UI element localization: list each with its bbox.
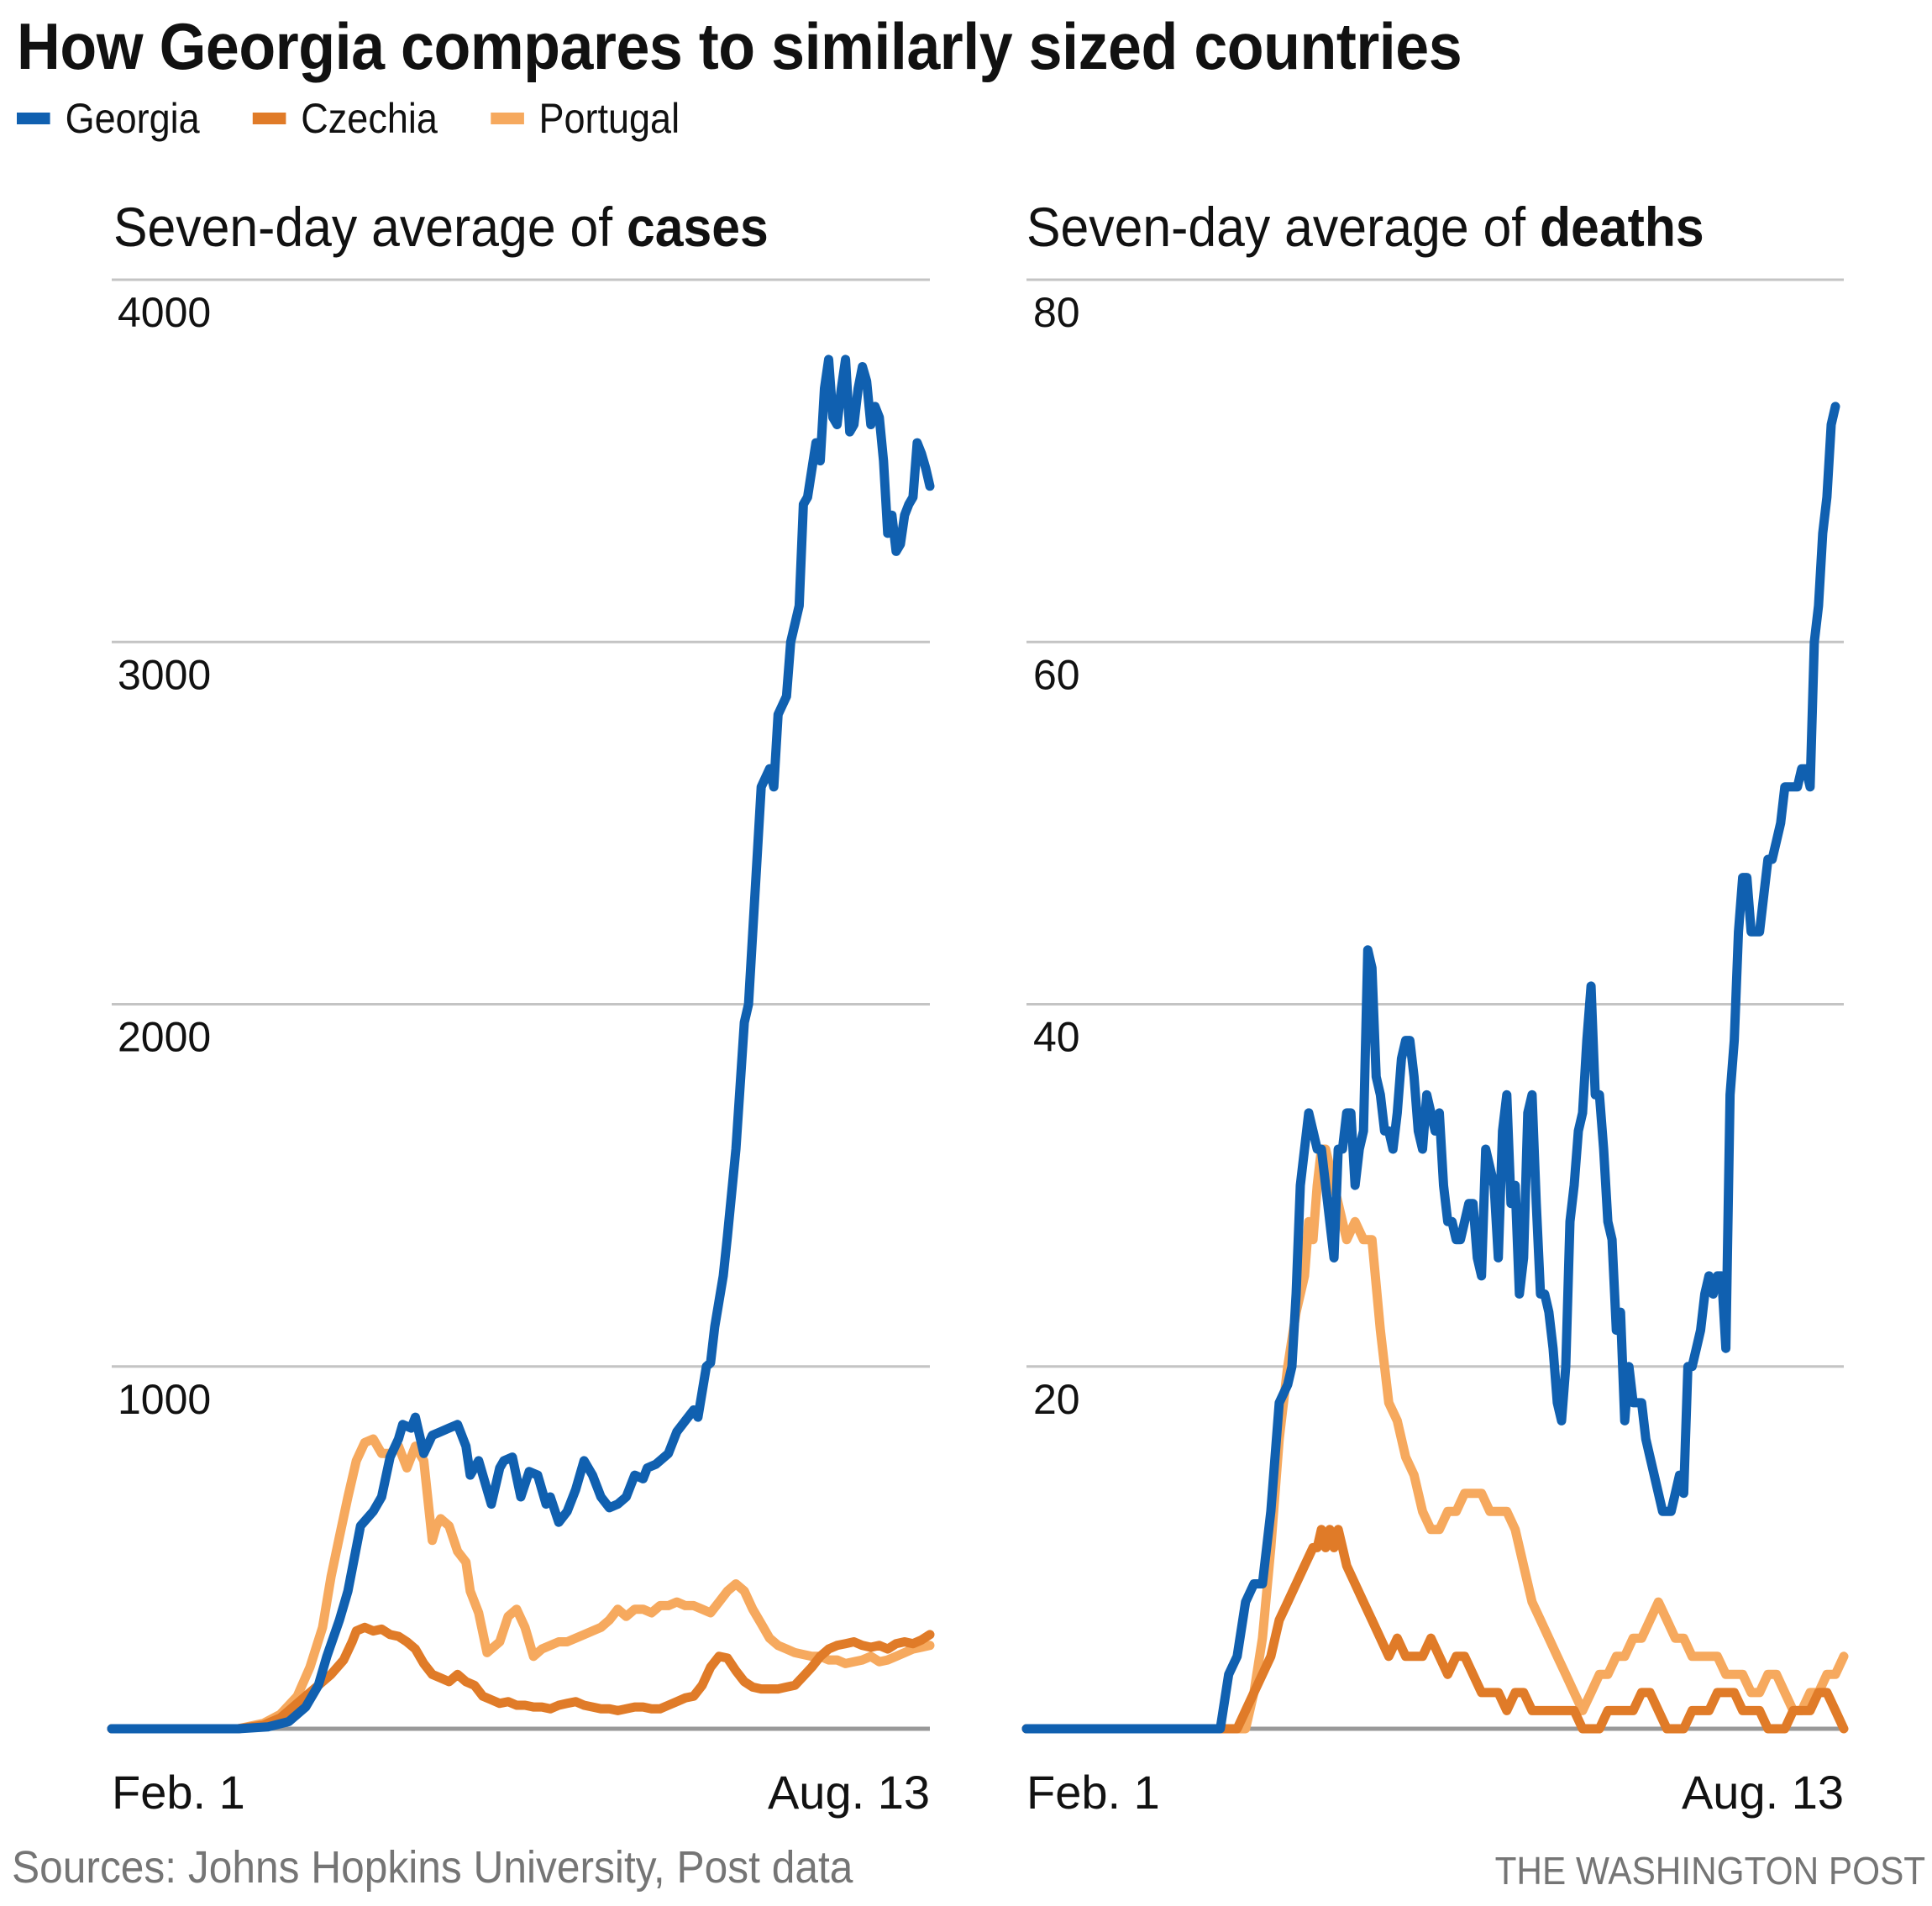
cases-ytick-label-2000: 2000 [118,1014,211,1061]
cases-ytick-label-3000: 3000 [118,651,211,698]
legend-swatch-czechia [252,113,286,124]
deaths-title-bold: deaths [1539,196,1704,258]
deaths-title-prefix: Seven-day average of [1026,196,1540,258]
cases-chart: 1000 2000 3000 4000 Feb. 1 Aug. 13 [107,278,935,1819]
cases-title-prefix: Seven-day average of [113,196,627,258]
deaths-ytick-label-20: 20 [1033,1376,1080,1423]
deaths-panel-title: Seven-day average of deaths [1026,195,1704,259]
legend-item-portugal: Portugal [490,94,680,143]
cases-series-georgia [107,354,935,1734]
cases-series-czechia [107,1622,935,1734]
legend-swatch-georgia [17,113,50,124]
cases-ytick-label-4000: 4000 [118,289,211,336]
deaths-xtick-label-end: Aug. 13 [1682,1766,1844,1819]
legend-swatch-portugal [490,113,524,124]
deaths-ytick-label-80: 80 [1033,289,1080,336]
source-note: Sources: Johns Hopkins University, Post … [12,1842,853,1893]
cases-ytick-label-1000: 1000 [118,1376,211,1423]
legend: Georgia Czechia Portugal [17,94,732,143]
legend-label-georgia: Georgia [65,95,200,142]
deaths-xtick-label-start: Feb. 1 [1026,1766,1160,1819]
deaths-series-czechia [1021,1525,1849,1734]
cases-title-bold: cases [626,196,769,258]
legend-label-czechia: Czechia [301,95,438,142]
legend-item-georgia: Georgia [17,94,200,143]
legend-label-portugal: Portugal [538,95,680,142]
cases-xtick-label-start: Feb. 1 [112,1766,245,1819]
deaths-series-georgia [1021,402,1840,1734]
legend-item-czechia: Czechia [252,94,438,143]
deaths-ytick-label-40: 40 [1033,1014,1080,1061]
deaths-ytick-label-60: 60 [1033,651,1080,698]
cases-xtick-label-end: Aug. 13 [768,1766,930,1819]
publisher-credit: THE WASHINGTON POST [1494,1849,1925,1893]
cases-panel-title: Seven-day average of cases [113,195,769,259]
deaths-chart: 20 40 60 80 Feb. 1 Aug. 13 [1021,278,1849,1819]
chart-title: How Georgia compares to similarly sized … [17,9,1462,83]
